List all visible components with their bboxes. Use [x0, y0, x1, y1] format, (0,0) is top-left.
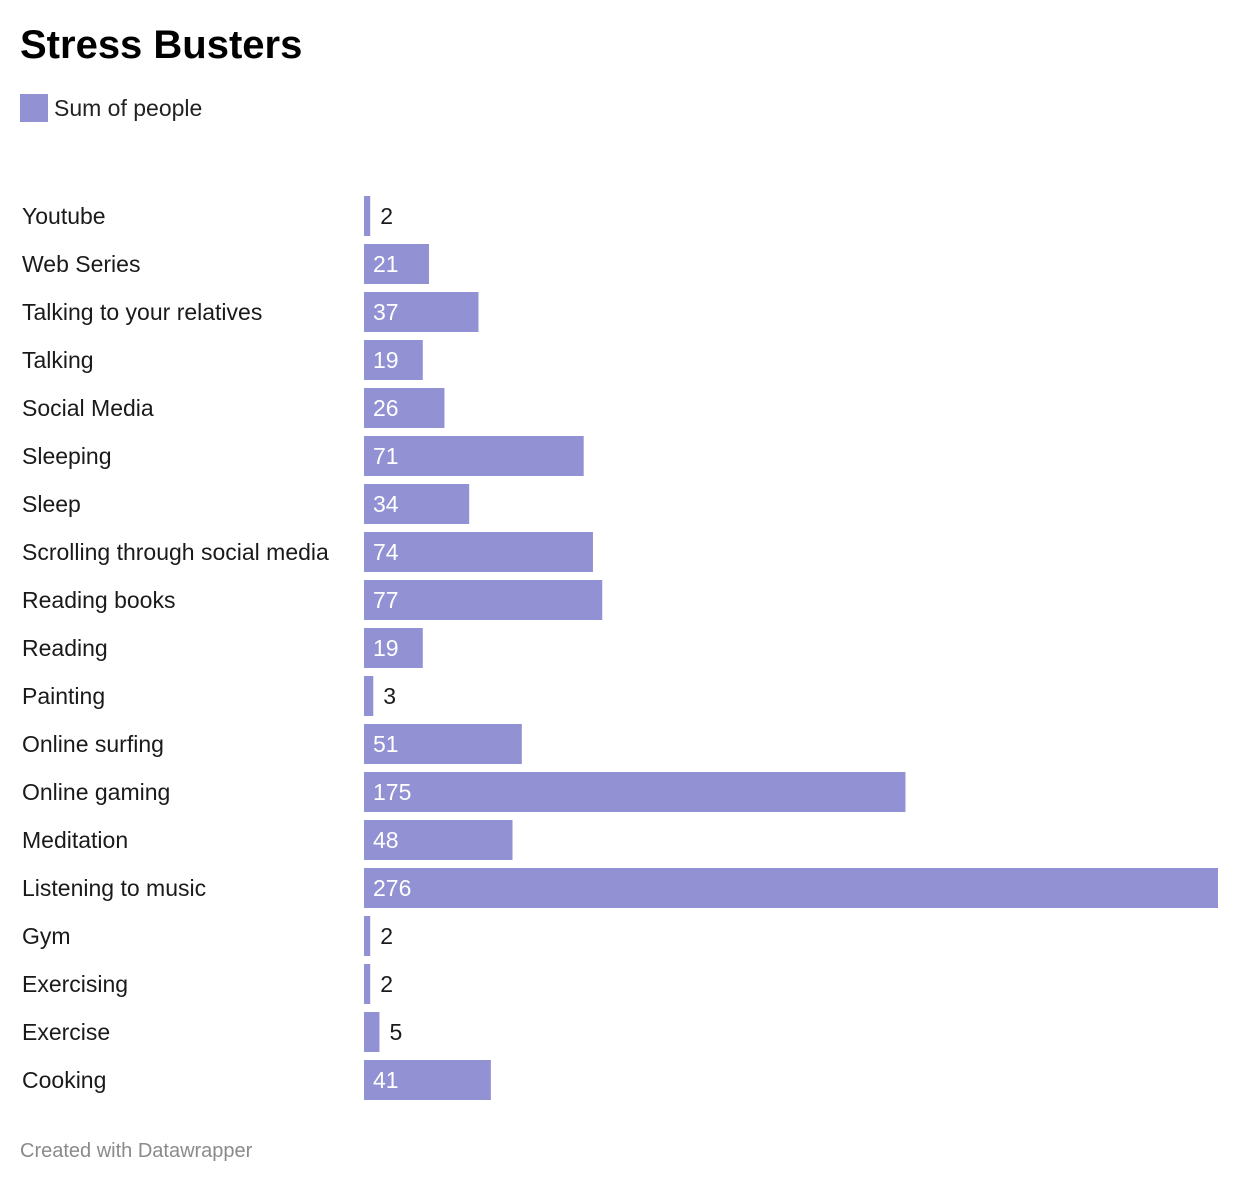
bar: [364, 244, 429, 284]
category-label: Exercise: [22, 1019, 110, 1045]
legend: Sum of people: [20, 93, 202, 123]
category-label: Scrolling through social media: [22, 539, 329, 565]
value-label: 175: [373, 779, 411, 805]
bar: [364, 436, 584, 476]
category-label: Online gaming: [22, 779, 170, 805]
category-label: Meditation: [22, 827, 128, 853]
bar: [364, 484, 470, 524]
category-label: Talking to your relatives: [22, 299, 262, 325]
value-label: 21: [373, 251, 399, 277]
bar: [364, 772, 906, 812]
category-label: Gym: [22, 923, 71, 949]
bar: [364, 292, 479, 332]
category-label: Youtube: [22, 203, 106, 229]
value-label: 276: [373, 875, 411, 901]
bar: [364, 340, 423, 380]
bar: [364, 676, 374, 716]
category-label: Sleep: [22, 491, 81, 517]
category-label: Web Series: [22, 251, 140, 277]
value-label: 71: [373, 443, 399, 469]
category-label: Painting: [22, 683, 105, 709]
legend-label: Sum of people: [54, 94, 203, 121]
value-label: 2: [380, 971, 393, 997]
value-label: 51: [373, 731, 399, 757]
bar: [364, 964, 371, 1004]
bar: [364, 388, 445, 428]
bar: [364, 868, 1218, 908]
value-label: 34: [373, 491, 399, 517]
category-label: Social Media: [22, 395, 154, 421]
bar: [364, 580, 603, 620]
bar: [364, 532, 593, 572]
bar: [364, 724, 522, 764]
value-label: 19: [373, 347, 399, 373]
category-label: Sleeping: [22, 443, 112, 469]
value-label: 19: [373, 635, 399, 661]
footer-credit: Created with Datawrapper: [20, 1140, 253, 1162]
value-label: 48: [373, 827, 399, 853]
value-label: 41: [373, 1067, 399, 1093]
bar: [364, 820, 513, 860]
value-label: 77: [373, 587, 399, 613]
bar: [364, 196, 371, 236]
category-label: Exercising: [22, 971, 128, 997]
value-label: 37: [373, 299, 399, 325]
category-label: Cooking: [22, 1067, 106, 1093]
legend-swatch: [20, 94, 48, 122]
category-label: Reading books: [22, 587, 175, 613]
category-label: Online surfing: [22, 731, 164, 757]
chart-title: Stress Busters: [20, 23, 303, 67]
bar: [364, 628, 423, 668]
value-label: 74: [373, 539, 399, 565]
value-label: 2: [380, 923, 393, 949]
bar: [364, 916, 371, 956]
category-label: Talking: [22, 347, 94, 373]
value-label: 26: [373, 395, 399, 421]
bar: [364, 1060, 491, 1100]
category-label: Reading: [22, 635, 108, 661]
category-label: Listening to music: [22, 875, 206, 901]
value-label: 2: [380, 203, 393, 229]
value-label: 3: [383, 683, 396, 709]
bar: [364, 1012, 380, 1052]
value-label: 5: [389, 1019, 402, 1045]
